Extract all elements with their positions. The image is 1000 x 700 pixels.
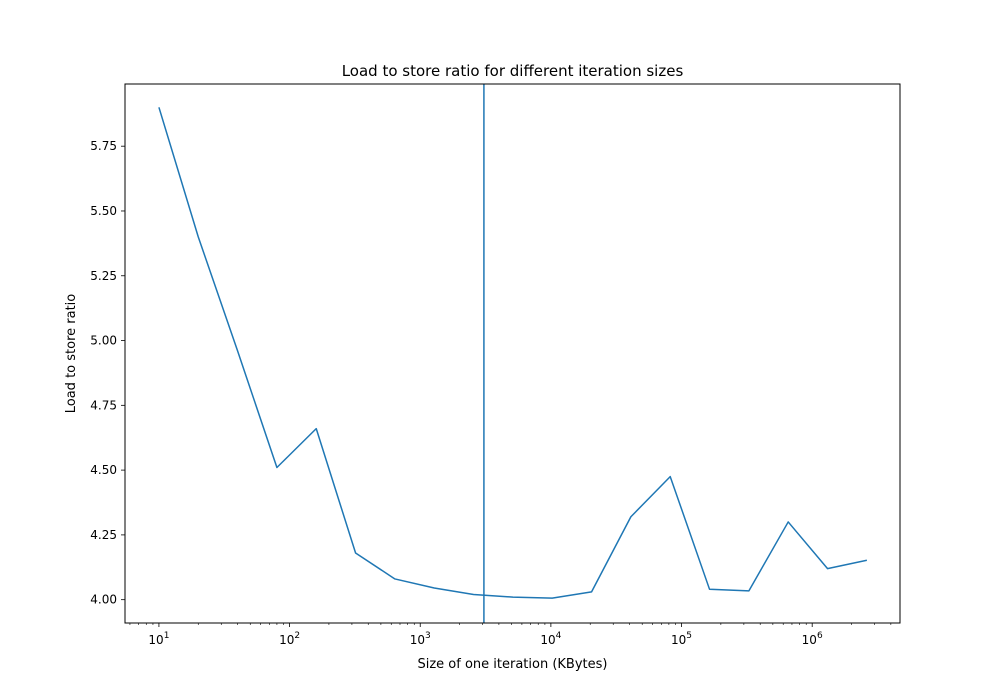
x-tick-label: 101 [148,631,169,647]
axes-background [125,84,900,623]
x-tick-label: 102 [279,631,300,647]
y-tick-label: 5.75 [90,139,117,153]
chart-marks [158,84,868,623]
axes-frame [124,83,901,624]
x-tick-label: 103 [410,631,431,647]
x-axis-ticks: 101 102 103 104 105 106 [129,623,892,647]
x-tick-label: 104 [540,631,561,647]
series-line [158,107,868,599]
y-tick-label: 4.25 [90,528,117,542]
x-tick-label: 105 [671,631,692,647]
x-axis-label: Size of one iteration (KBytes) [417,657,607,672]
y-tick-label: 5.50 [90,204,117,218]
y-tick-label: 4.00 [90,593,117,607]
y-tick-label: 4.75 [90,398,117,412]
x-tick-label: 106 [802,631,823,647]
y-axis-ticks: 4.00 4.25 4.50 4.75 5.00 5.25 5.50 5.75 [90,139,125,607]
y-tick-label: 4.50 [90,463,117,477]
chart-title: Load to store ratio for different iterat… [342,62,684,80]
y-axis-label: Load to store ratio [64,294,79,414]
y-tick-label: 5.00 [90,334,117,348]
plot-area: 101 102 103 104 105 106 4.00 4.25 4.50 4.75 5.00 5… [90,83,901,647]
y-tick-label: 5.25 [90,269,117,283]
